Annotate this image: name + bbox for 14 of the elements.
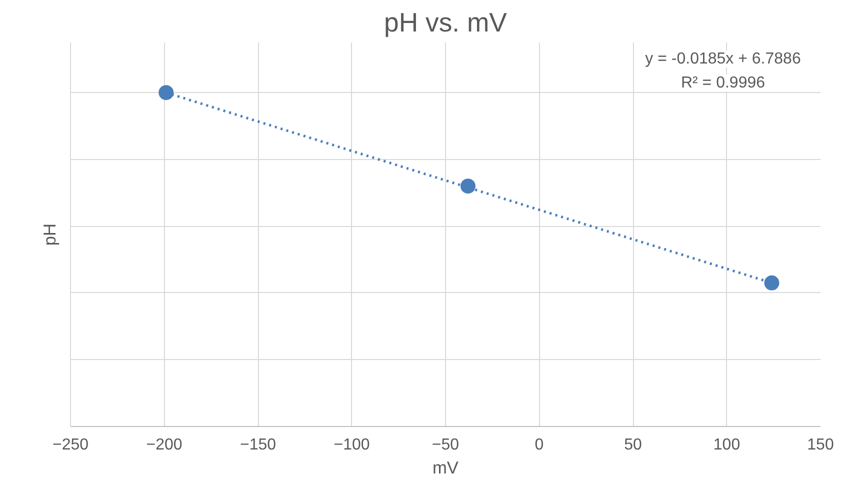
x-tick-label: −250: [52, 436, 89, 454]
x-tick-label: 50: [624, 436, 642, 454]
x-tick-label: 0: [534, 436, 544, 454]
y-axis-title: pH: [40, 223, 60, 246]
x-tick-label: 150: [807, 436, 834, 454]
x-tick-label: 100: [713, 436, 740, 454]
x-axis-title: mV: [432, 458, 459, 478]
x-tick-label: −150: [240, 436, 276, 454]
x-tick-label: −200: [146, 436, 182, 454]
x-tick-label: −50: [432, 436, 460, 454]
x-tick-label: −100: [334, 436, 370, 454]
text: R² = 0.9996: [680, 74, 766, 92]
chart-title: pH vs. mV: [384, 8, 508, 38]
text: y = -0.0185x + 6.7886: [645, 50, 801, 68]
